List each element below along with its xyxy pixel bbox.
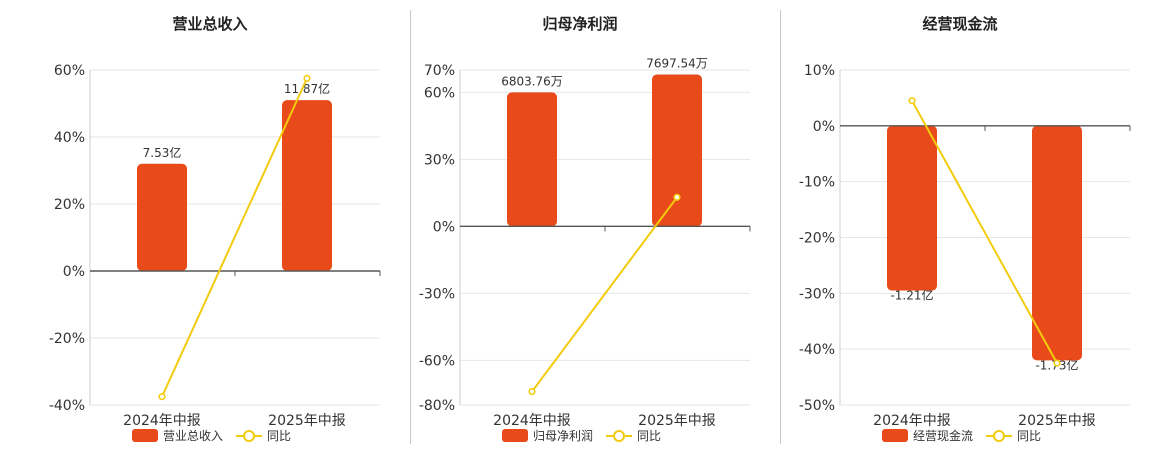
chart2-ytick-label: 70% <box>424 63 455 79</box>
chart3-ytick-label: -50% <box>799 398 835 414</box>
chart2-ytick-label: 0% <box>433 219 455 235</box>
chart2-x-label: 2025年中报 <box>638 413 716 429</box>
chart3-bar <box>1032 125 1082 361</box>
chart3-ytick-label: -40% <box>799 342 835 358</box>
chart3-ytick-label: -30% <box>799 286 835 302</box>
chart2-yoy-point <box>528 388 536 396</box>
chart3-ytick-label: -20% <box>799 231 835 247</box>
chart3-legend-bar-swatch <box>882 429 908 442</box>
chart3-x-label: 2025年中报 <box>1018 413 1096 429</box>
chart1-legend-bar-label: 营业总收入 <box>163 429 223 443</box>
chart3-legend-line-label: 同比 <box>1017 429 1041 443</box>
chart2-yoy-point <box>673 193 681 201</box>
chart3-ytick-label: 0% <box>813 119 835 135</box>
chart2-legend-line-marker <box>613 430 625 442</box>
chart1-bar <box>137 163 187 271</box>
chart2-ytick-label: -80% <box>419 398 455 414</box>
chart3-bar <box>887 125 937 291</box>
panel-divider-1 <box>410 10 411 444</box>
chart1-x-label: 2025年中报 <box>268 413 346 429</box>
chart1-yoy-point <box>303 74 311 82</box>
chart1-yoy-line <box>161 77 308 398</box>
chart2-title: 归母净利润 <box>542 15 617 33</box>
chart1-ytick-label: -20% <box>49 331 85 347</box>
chart3-ytick-label: 10% <box>804 63 835 79</box>
chart2-bar <box>507 92 557 227</box>
chart2-bar <box>652 74 702 227</box>
chart2-legend-bar-swatch <box>502 429 528 442</box>
chart1-legend-bar-swatch <box>132 429 158 442</box>
panel-divider-2 <box>780 10 781 444</box>
chart1-ytick-label: 60% <box>54 63 85 79</box>
chart1-ytick-label: 40% <box>54 130 85 146</box>
chart3-bar-label: -1.21亿 <box>890 288 933 303</box>
chart3-legend-line-marker <box>993 430 1005 442</box>
chart1-ytick-label: -40% <box>49 398 85 414</box>
chart3-yoy-line <box>911 100 1058 364</box>
chart2-ytick-label: 30% <box>424 152 455 168</box>
chart2-ytick-label: -60% <box>419 353 455 369</box>
chart1-legend-line-label: 同比 <box>267 429 291 443</box>
chart1-bar-label: 11.87亿 <box>284 81 330 96</box>
chart3-x-label: 2024年中报 <box>873 413 951 429</box>
chart2-yoy-line <box>531 196 678 393</box>
chart1-title: 营业总收入 <box>172 15 247 33</box>
chart3-ytick-label: -10% <box>799 175 835 191</box>
chart2-bar-label: 6803.76万 <box>501 74 563 88</box>
chart1-bar <box>282 100 332 272</box>
chart3-title: 经营现金流 <box>922 15 997 33</box>
chart2-x-label: 2024年中报 <box>493 413 571 429</box>
chart1-legend-line-marker <box>243 430 255 442</box>
chart1-yoy-point <box>158 393 166 401</box>
chart2-legend-bar-label: 归母净利润 <box>533 429 593 443</box>
chart3-yoy-point <box>908 97 916 105</box>
chart1-bar-label: 7.53亿 <box>143 145 182 160</box>
chart2-bar-label: 7697.54万 <box>646 56 708 70</box>
chart1-ytick-label: 0% <box>63 264 85 280</box>
chart3-yoy-point <box>1053 359 1061 367</box>
chart1-x-label: 2024年中报 <box>123 413 201 429</box>
chart2-ytick-label: 60% <box>424 85 455 101</box>
chart3-legend-bar-label: 经营现金流 <box>913 428 973 443</box>
chart2-legend-line-label: 同比 <box>637 429 661 443</box>
chart2-ytick-label: -30% <box>419 286 455 302</box>
chart1-ytick-label: 20% <box>54 197 85 213</box>
